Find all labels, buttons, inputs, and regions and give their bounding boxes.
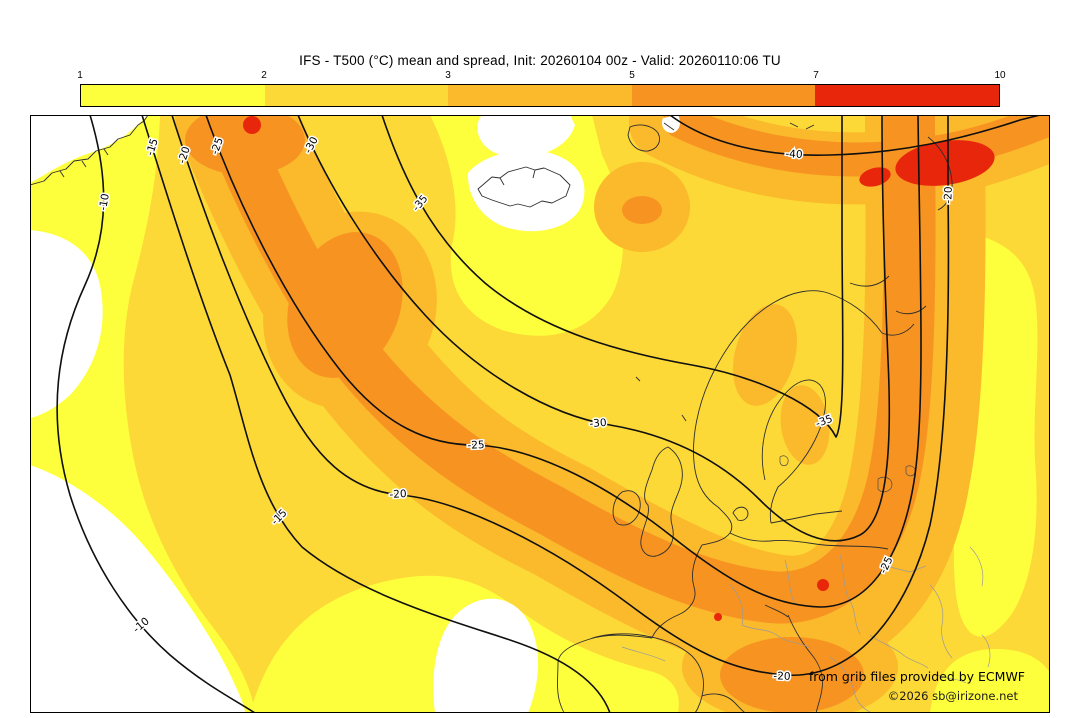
contour-label-m10-nw: -10 (97, 193, 112, 212)
white-region-iceland (467, 150, 585, 232)
orange-blob-northeast-iceland (622, 196, 662, 224)
coastlines (30, 115, 953, 713)
credit-source-line: from grib files provided by ECMWF (809, 669, 1025, 684)
colorbar-tick-2: 2 (261, 70, 267, 81)
coastline-arctic-islands (627, 122, 953, 336)
contour-label-m20-ne: -20 (942, 186, 955, 204)
colorbar-tick-3: 3 (445, 70, 451, 81)
colorbar-tick-5: 5 (629, 70, 635, 81)
spread-regions-5-7 (185, 115, 1050, 713)
white-region-west-atlantic (30, 230, 103, 418)
contour-labels: -10 -15 -20 -25 -30 -35 -40 -20 -10 -15 … (96, 133, 957, 684)
contour-label-m25-s: -25 (467, 439, 485, 452)
colorbar-tick-7: 7 (813, 70, 819, 81)
white-region-greenland (30, 115, 148, 183)
map-border (30, 115, 1050, 713)
contour-line-minus-40 (669, 115, 1041, 157)
colorbar-tick-10: 10 (994, 70, 1006, 81)
contour-label-m30-s: -30 (589, 417, 607, 430)
credit-copyright-line: ©2026 sb@irizone.net (888, 689, 1019, 703)
contour-label-m20-s: -20 (389, 488, 407, 501)
colorbar-segment-2-3 (264, 85, 449, 106)
colorbar-segment-5-7 (631, 85, 816, 106)
white-region-off-iberia (433, 598, 539, 713)
yellow-region-southeast-corner (930, 649, 1050, 713)
chart-title: IFS - T500 (°C) mean and spread, Init: 2… (299, 53, 781, 68)
colorbar-bar (80, 84, 1000, 107)
colorbar-segment-1-2 (81, 85, 265, 106)
white-region-greenland-sea (477, 115, 575, 158)
colorbar-segment-7-10 (815, 85, 999, 106)
contour-line-minus-20 (171, 115, 950, 676)
coastline-scandinavia (693, 290, 883, 524)
spread-colorbar: 1 2 3 5 7 10 (77, 70, 1006, 107)
contour-label-m20-se: -20 (773, 670, 791, 683)
colorbar-tick-labels: 1 2 3 5 7 10 (77, 70, 1005, 84)
mean-contours (56, 115, 1041, 713)
amber-blob-norway-2 (780, 385, 830, 465)
contour-label-m40-ne: -40 (785, 148, 803, 161)
orange-blob-upper-left (287, 232, 403, 378)
contour-line-minus-25 (205, 115, 922, 608)
contour-line-minus-15 (141, 115, 611, 713)
country-borders (621, 546, 991, 713)
red-speck-adriatic (714, 613, 722, 621)
colorbar-segment-3-5 (448, 85, 632, 106)
orange-arctic-core (663, 115, 1050, 177)
coastline-iceland (477, 166, 571, 208)
orange-blob-top-left (185, 115, 305, 175)
white-region-southwest-atlantic (30, 465, 245, 713)
colorbar-tick-1: 1 (77, 70, 83, 81)
contour-line-minus-10 (56, 115, 256, 713)
coastline-greenland (30, 115, 149, 186)
map-canvas: -10 -15 -20 -25 -30 -35 -40 -20 -10 -15 … (30, 115, 1050, 713)
red-speck-top-left (243, 116, 261, 134)
credits: from grib files provided by ECMWF ©2026 … (809, 669, 1025, 703)
coastline-british-isles (612, 376, 687, 557)
red-blob-arctic-main (895, 140, 995, 186)
red-speck-balkans (817, 579, 829, 591)
spread-regions-below-1 (30, 115, 680, 713)
contour-line-minus-30 (297, 115, 891, 542)
contour-line-minus-35 (381, 115, 844, 438)
